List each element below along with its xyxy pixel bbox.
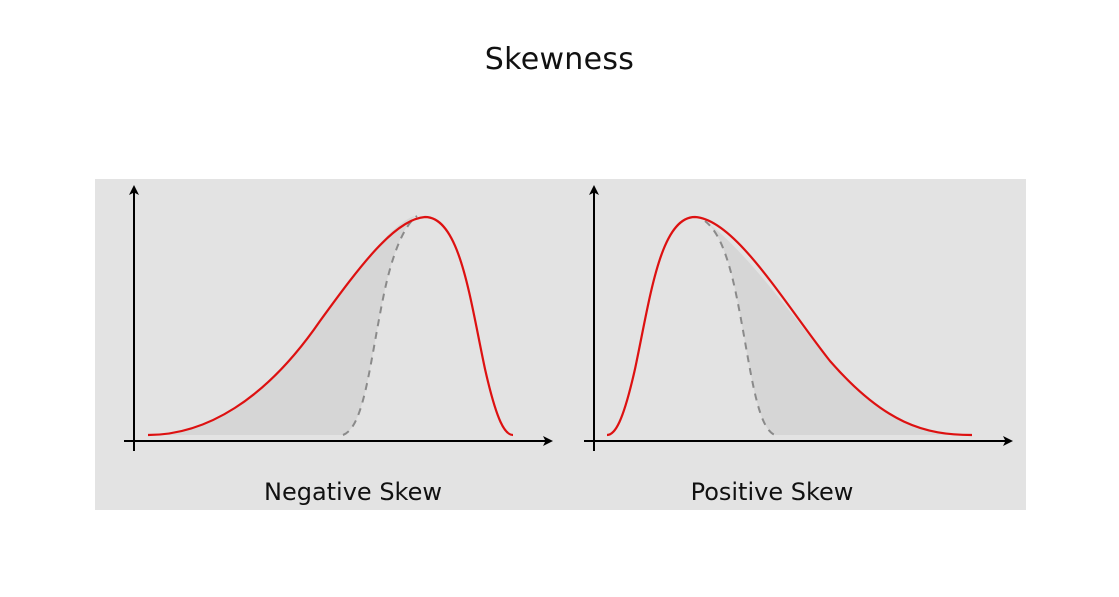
negative-skew-reference-curve: [342, 215, 418, 436]
positive-skew-label: Positive Skew: [690, 478, 854, 506]
negative-skew-shaded-area: [150, 216, 415, 435]
skewness-diagrams: [124, 185, 1013, 451]
diagram-panel: [95, 179, 1026, 510]
negative-skew-diagram: [124, 185, 553, 451]
slide-title: Skewness: [484, 42, 635, 77]
positive-skew-reference-curve: [704, 220, 776, 436]
positive-skew-shaded-area: [705, 221, 972, 435]
positive-skew-curve: [606, 215, 973, 437]
negative-skew-curve: [147, 215, 514, 437]
positive-skew-diagram: [584, 185, 1013, 451]
negative-skew-label: Negative Skew: [263, 478, 442, 506]
